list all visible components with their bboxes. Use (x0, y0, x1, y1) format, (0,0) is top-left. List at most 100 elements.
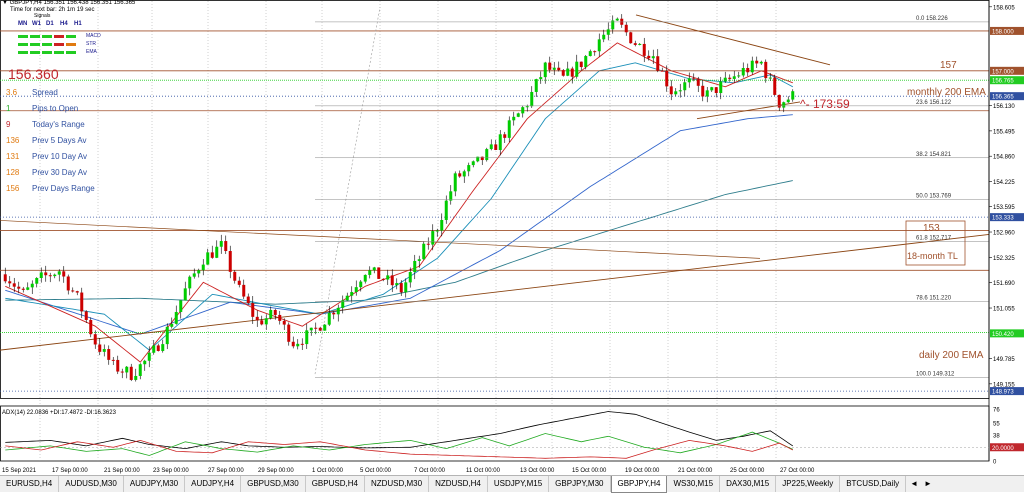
bear-candle (777, 94, 781, 108)
bull-candle (467, 165, 471, 172)
bear-candle (116, 359, 120, 372)
monthly-200-ema-label: monthly 200 EMA (907, 87, 986, 98)
bull-candle (53, 274, 57, 277)
tab-jp225-weekly[interactable]: JP225,Weekly (776, 476, 841, 492)
bull-candle (588, 51, 592, 57)
time-label: 23 Sep 00:00 (153, 468, 189, 474)
tab-gbpjpy-m30[interactable]: GBPJPY,M30 (549, 476, 611, 492)
tab-gbpusd-h4[interactable]: GBPUSD,H4 (306, 476, 365, 492)
moving-averages (5, 42, 794, 363)
bull-candle (368, 270, 372, 275)
signal-dot (30, 42, 40, 46)
bear-candle (89, 319, 93, 335)
bear-candle (399, 283, 403, 293)
bull-candle (102, 349, 106, 352)
stat-label: Prev 5 Days Av (32, 136, 87, 145)
trendline-falling (0, 220, 761, 259)
bear-candle (642, 43, 646, 56)
tf-h1: H1 (74, 21, 82, 27)
stat-prev-30-days: 128 Prev 30 Day Av (6, 168, 87, 177)
tab-scroll-right-icon[interactable]: ► (924, 479, 932, 488)
time-label: 13 Oct 00:00 (520, 468, 555, 474)
chart-header: ▼ GBPJPY,H4 156.351 156.438 156.351 156.… (2, 0, 136, 6)
price-tick-label: 149.785 (993, 357, 1015, 363)
tab-ws30-m15[interactable]: WS30,M15 (667, 476, 721, 492)
price-tag-label: 157.000 (992, 69, 1014, 75)
bear-candle (278, 314, 282, 321)
adx-level-tag (990, 443, 1024, 452)
bear-candle (669, 86, 673, 95)
price-tag-label: 158.000 (992, 29, 1014, 35)
bull-candle (543, 62, 547, 78)
bear-candle (773, 77, 777, 95)
bull-candle (597, 39, 601, 52)
signal-dot (54, 34, 64, 38)
bear-candle (764, 61, 768, 79)
bull-candle (206, 252, 210, 265)
signal-row-ema (18, 50, 76, 54)
price-tick-label: 158.605 (993, 5, 1015, 11)
bear-candle (75, 291, 79, 293)
adx-indicator-panel: ADX(14) 22.0836 +DI:17.4872 -DI:16.3623 7… (0, 407, 1024, 466)
bear-candle (156, 345, 160, 351)
tab-usdjpy-m15[interactable]: USDJPY,M15 (488, 476, 550, 492)
signal-dot (66, 34, 76, 38)
bull-candle (651, 56, 655, 59)
bear-candle (624, 24, 628, 33)
trendline-18-month (0, 233, 990, 351)
price-tag-label: 148.973 (992, 390, 1014, 396)
adx-level-tag-label: 20.0000 (992, 446, 1014, 452)
bear-candle (291, 341, 295, 347)
level-153-label: 153 (923, 223, 940, 234)
bear-candle (714, 87, 718, 94)
tab-nzdusd-m30[interactable]: NZDUSD,M30 (365, 476, 430, 492)
signal-dot (54, 42, 64, 46)
bear-candle (696, 79, 700, 86)
tab-gbpusd-m30[interactable]: GBPUSD,M30 (241, 476, 306, 492)
tab-scroll-left-icon[interactable]: ◄ (910, 479, 919, 488)
bull-candle (408, 272, 412, 283)
bear-candle (458, 173, 462, 177)
bear-candle (84, 311, 88, 320)
bull-candle (350, 292, 354, 296)
tab-btcusd-daily[interactable]: BTCUSD,Daily (840, 476, 907, 492)
bull-candle (615, 18, 619, 21)
bull-candle (35, 278, 39, 284)
bull-candle (264, 318, 268, 325)
bull-candle (192, 273, 196, 277)
bull-candle (152, 345, 156, 353)
fib-level-label: 0.0 158.226 (916, 16, 948, 22)
bear-candle (62, 271, 66, 277)
annotation-box (905, 220, 966, 266)
bull-candle (440, 219, 444, 231)
tab-dax30-m15[interactable]: DAX30,M15 (720, 476, 777, 492)
bull-candle (143, 360, 147, 365)
adx-title: ADX(14) 22.0836 +DI:17.4872 -DI:16.3623 (2, 410, 117, 416)
tab-eurusd-h4[interactable]: EURUSD,H4 (0, 476, 60, 492)
tab-audusd-m30[interactable]: AUDUSD,M30 (59, 476, 124, 492)
bear-candle (557, 67, 561, 71)
bear-candle (665, 70, 669, 87)
stat-label: Prev 30 Day Av (32, 168, 87, 177)
bull-candle (188, 276, 192, 289)
bull-candle (30, 283, 34, 288)
bull-candle (791, 91, 795, 100)
price-tick-label: 151.690 (993, 281, 1015, 287)
bull-candle (719, 81, 723, 94)
tab-audjpy-h4[interactable]: AUDJPY,H4 (185, 476, 242, 492)
stat-label: Today's Range (32, 120, 85, 129)
bear-candle (503, 134, 507, 138)
tab-audjpy-m30[interactable]: AUDJPY,M30 (124, 476, 186, 492)
bull-candle (201, 264, 205, 271)
tab-nzdusd-h4[interactable]: NZDUSD,H4 (429, 476, 488, 492)
bear-candle (647, 55, 651, 59)
bear-candle (480, 156, 484, 161)
bear-candle (282, 320, 286, 325)
plus-di-line (5, 431, 793, 456)
stat-value: 1 (6, 104, 11, 113)
tab-gbpjpy-h4[interactable]: GBPJPY,H4 (610, 476, 668, 493)
stat-todays-range: 9 Today's Range (6, 120, 85, 129)
signal-dot (18, 42, 28, 46)
signal-dot (42, 42, 52, 46)
